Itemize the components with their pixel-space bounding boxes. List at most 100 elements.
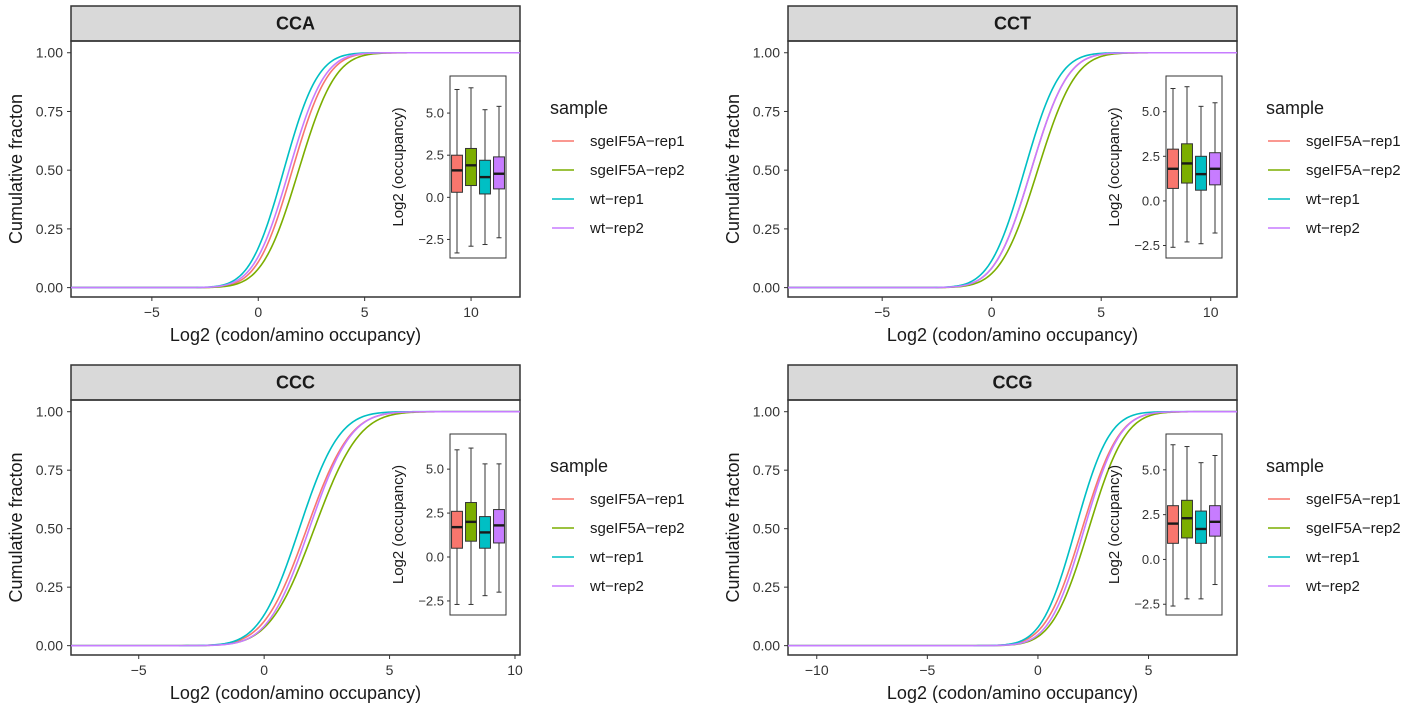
x-tick-label: 10 (463, 304, 479, 320)
x-axis-title: Log2 (codon/amino occupancy) (887, 325, 1138, 345)
y-tick-label: 1.00 (36, 45, 63, 61)
legend-label: sgeIF5A−rep1 (1306, 491, 1401, 508)
panel-border (70, 40, 521, 298)
legend: sample sgeIF5A−rep1 sgeIF5A−rep2 wt−rep1 wt−… (550, 98, 685, 237)
box-wt-rep1 (1195, 510, 1207, 544)
y-tick-label: 0.00 (36, 638, 63, 654)
curves (788, 410, 1237, 647)
x-tick-label: 0 (254, 304, 262, 320)
x-tick-label: −5 (874, 304, 890, 320)
x-tick-label: 10 (1203, 304, 1219, 320)
inset-y-tick-label: −2.5 (418, 232, 444, 247)
y-tick-label: 0.50 (36, 521, 63, 537)
panel-cct: CCT 0.00 0.25 0.50 0.75 1.00 −5 0 5 10 Log2 (codon… (723, 5, 1401, 345)
legend-label: wt−rep1 (589, 549, 644, 566)
y-tick-label: 0.75 (753, 103, 780, 119)
inset-y-tick-label: −2.5 (1134, 238, 1160, 253)
y-tick-label: 0.00 (36, 280, 63, 296)
legend-label: sgeIF5A−rep2 (590, 520, 685, 537)
legend-label: wt−rep1 (589, 191, 644, 208)
legend-title: sample (1266, 456, 1324, 476)
inset-y-tick-label: 0.0 (1142, 552, 1160, 567)
x-tick-label: −5 (919, 662, 935, 678)
x-tick-label: −5 (144, 304, 160, 320)
inset-y-tick-label: 2.5 (1142, 507, 1160, 522)
x-tick-label: 5 (1097, 304, 1105, 320)
y-tick-label: 1.00 (36, 404, 63, 420)
series-line-wt-rep2 (788, 51, 1237, 289)
legend: sample sgeIF5A−rep1 sgeIF5A−rep2 wt−rep1 wt−… (1266, 98, 1401, 237)
series-line-wt-rep2 (788, 410, 1237, 647)
y-tick-label: 0.25 (753, 221, 780, 237)
legend: sample sgeIF5A−rep1 sgeIF5A−rep2 wt−rep1 wt−… (1266, 456, 1401, 595)
inset-y-tick-label: 0.0 (1142, 193, 1160, 208)
y-axis-title: Cumulative fracton (6, 452, 26, 602)
strip-title: CCA (276, 14, 315, 34)
legend-label: sgeIF5A−rep2 (1306, 162, 1401, 179)
strip-title: CCG (993, 373, 1033, 393)
curves (71, 51, 520, 289)
x-tick-label: −5 (131, 662, 147, 678)
panel-border (787, 40, 1238, 298)
strip-header (787, 364, 1238, 401)
legend-label: sgeIF5A−rep1 (1306, 133, 1401, 150)
legend: sample sgeIF5A−rep1 sgeIF5A−rep2 wt−rep1 wt−… (550, 456, 685, 595)
y-tick-label: 0.50 (753, 521, 780, 537)
legend-label: sgeIF5A−rep1 (590, 133, 685, 150)
inset-y-tick-label: 5.0 (426, 462, 444, 477)
y-tick-label: 1.00 (753, 404, 780, 420)
inset-y-tick-label: −2.5 (1134, 597, 1160, 612)
legend-label: sgeIF5A−rep2 (1306, 520, 1401, 537)
legend-label: wt−rep2 (589, 220, 644, 237)
inset-y-tick-label: 2.5 (426, 506, 444, 521)
y-axis-title: Cumulative fracton (723, 94, 743, 244)
inset-y-tick-label: 2.5 (426, 148, 444, 163)
y-tick-label: 1.00 (753, 45, 780, 61)
box-sgeif5a-rep1 (451, 154, 463, 193)
inset-y-axis-title: Log2 (occupancy) (390, 465, 407, 584)
x-tick-label: 0 (988, 304, 996, 320)
x-tick-label: 5 (361, 304, 369, 320)
inset-y-axis-title: Log2 (occupancy) (1106, 107, 1123, 226)
strip-header (70, 5, 521, 42)
x-tick-label: 0 (260, 662, 268, 678)
legend-title: sample (550, 456, 608, 476)
x-tick-label: 0 (1034, 662, 1042, 678)
panel-cca: CCA 0.00 0.25 0.50 0.75 1.00 −5 0 5 10 Log2 (codon… (6, 5, 685, 345)
box-sgeif5a-rep2 (465, 147, 477, 187)
box-sgeif5a-rep1 (451, 510, 463, 549)
y-axis-title: Cumulative fracton (6, 94, 26, 244)
inset-y-tick-label: −2.5 (418, 593, 444, 608)
series-line-wt-rep2 (71, 410, 520, 647)
strip-header (787, 5, 1238, 42)
inset-y-tick-label: 2.5 (1142, 149, 1160, 164)
curves (71, 410, 520, 647)
x-axis-title: Log2 (codon/amino occupancy) (170, 683, 421, 703)
legend-label: wt−rep2 (589, 578, 644, 595)
strip-title: CCC (276, 373, 315, 393)
inset-y-axis-title: Log2 (occupancy) (390, 107, 407, 226)
inset-boxplot: −2.5 0.0 2.5 5.0 Log2 (occupancy) (1106, 433, 1223, 616)
y-tick-label: 0.25 (36, 221, 63, 237)
panel-ccg: CCG 0.00 0.25 0.50 0.75 1.00 −10 −5 0 5 Log2 (codo… (723, 364, 1401, 703)
inset-y-axis-title: Log2 (occupancy) (1106, 465, 1123, 584)
x-tick-label: 5 (386, 662, 394, 678)
legend-label: wt−rep1 (1305, 191, 1360, 208)
inset-y-tick-label: 0.0 (426, 550, 444, 565)
inset-boxplot: −2.5 0.0 2.5 5.0 Log2 (occupancy) (1106, 75, 1223, 259)
y-tick-label: 0.25 (753, 579, 780, 595)
y-axis-title: Cumulative fracton (723, 452, 743, 602)
y-tick-label: 0.50 (36, 162, 63, 178)
legend-label: wt−rep2 (1305, 578, 1360, 595)
legend-title: sample (550, 98, 608, 118)
panel-border (787, 399, 1238, 656)
inset-y-tick-label: 5.0 (426, 106, 444, 121)
x-axis-title: Log2 (codon/amino occupancy) (887, 683, 1138, 703)
inset-y-tick-label: 5.0 (1142, 104, 1160, 119)
x-tick-label: −10 (805, 662, 829, 678)
x-axis-title: Log2 (codon/amino occupancy) (170, 325, 421, 345)
x-tick-label: 10 (507, 662, 523, 678)
inset-boxplot: −2.5 0.0 2.5 5.0 Log2 (occupancy) (390, 75, 507, 259)
legend-label: sgeIF5A−rep2 (590, 162, 685, 179)
legend-label: wt−rep1 (1305, 549, 1360, 566)
